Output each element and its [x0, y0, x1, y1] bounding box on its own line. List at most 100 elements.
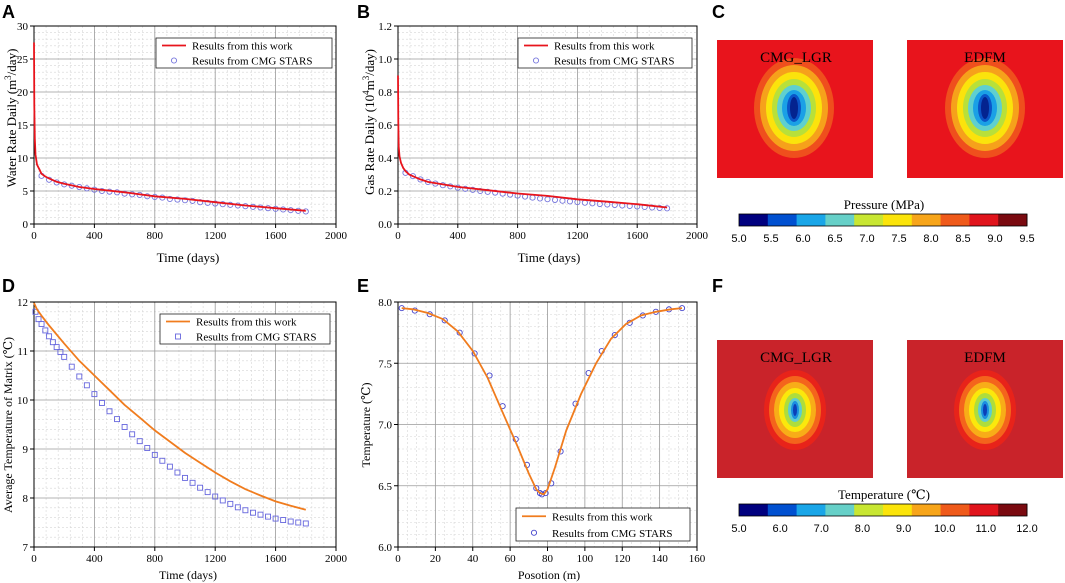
chart-gas-rate: Gas Rate Daily (104m3/day) Time (days) 0… [361, 21, 709, 265]
legend-marker-swatch [530, 529, 538, 536]
y-tick-label: 1.0 [378, 54, 392, 66]
panel-letter-e: E [357, 276, 369, 296]
x-tick-label: 100 [577, 553, 594, 565]
data-point-cmg-stars [189, 479, 196, 486]
panel-letter-f: F [712, 276, 723, 296]
y-tick-label: 0.0 [378, 219, 392, 231]
colorbar-tick-label: 8.0 [855, 523, 870, 535]
colorbar-temperature: 5.0 6.0 7.0 8.0 9.0 10.0 11.0 12.0 [731, 503, 1038, 535]
data-point-cmg-stars [121, 424, 128, 430]
data-point-cmg-stars [114, 416, 121, 423]
x-tick-label: 2000 [325, 553, 348, 565]
colorbar-segment [911, 214, 942, 226]
x-tick-label: 1600 [626, 230, 649, 242]
data-point-cmg-stars [409, 173, 417, 180]
data-point-cmg-stars [91, 391, 98, 398]
x-tick-label: 140 [651, 553, 668, 565]
x-tick-label: 1200 [566, 230, 589, 242]
data-point-cmg-stars [174, 469, 181, 476]
data-point-cmg-stars [53, 344, 60, 351]
y-tick-label: 9 [23, 444, 29, 456]
x-tick-label: 0 [31, 553, 37, 565]
x-tick-label: 800 [147, 230, 164, 242]
data-point-cmg-stars [42, 327, 49, 334]
data-point-cmg-stars [551, 196, 559, 203]
data-point-cmg-stars [242, 507, 249, 514]
x-tick-label: 800 [147, 553, 164, 565]
colorbar-tick-label: 5.0 [731, 233, 746, 245]
series-line-this-work [33, 42, 306, 212]
colorbar-segment [969, 504, 999, 516]
map-title-edfm: EDFM [964, 50, 1006, 66]
y-tick-label: 0.6 [378, 120, 392, 132]
y-tick-label: 5 [23, 186, 29, 198]
colorbar-segment [767, 504, 798, 516]
colorbar-tick-label: 8.5 [955, 233, 970, 245]
data-point-cmg-stars [106, 408, 113, 415]
data-point-cmg-stars [212, 200, 219, 207]
y-tick-label: 10 [17, 153, 29, 165]
y-tick-label: 11 [17, 346, 28, 358]
colorbar-tick-label: 6.0 [772, 523, 787, 535]
contour-band [983, 404, 987, 416]
x-tick-label: 40 [467, 553, 479, 565]
x-tick-label: 800 [509, 230, 526, 242]
x-tick-label: 1600 [265, 230, 288, 242]
y-tick-label: 20 [17, 87, 29, 99]
data-point-cmg-stars [302, 520, 309, 527]
panel-letter-b: B [357, 2, 370, 22]
colorbar-segment [883, 214, 913, 226]
colorbar-tick-label: 8.0 [923, 233, 938, 245]
x-tick-label: 1200 [204, 553, 227, 565]
chart-e-xlabel: Posotion (m) [518, 568, 580, 582]
colorbar-tick-label: 7.5 [891, 233, 906, 245]
colorbar-segment [854, 214, 884, 226]
data-point-cmg-stars [144, 445, 151, 451]
contour-band [790, 97, 798, 119]
data-point-cmg-stars [477, 187, 484, 195]
data-point-cmg-stars [98, 399, 105, 406]
data-point-cmg-stars [174, 196, 181, 203]
data-point-cmg-stars [166, 463, 173, 470]
map-title-cmg-lgr: CMG_LGR [760, 50, 832, 66]
data-point-cmg-stars [649, 204, 656, 211]
chart-d-ylabel: Average Temperature of Matrix (℃) [1, 337, 15, 513]
data-point-cmg-stars [533, 485, 540, 492]
legend-box [159, 313, 331, 345]
colorbar-tick-label: 7.0 [814, 523, 829, 535]
series-line-this-work [397, 75, 668, 209]
colorbar-segment [767, 214, 798, 226]
data-point-cmg-stars [664, 205, 671, 212]
y-tick-label: 7 [23, 542, 29, 554]
chart-a-xlabel: Time (days) [157, 250, 220, 265]
colorbar-tick-label: 6.0 [795, 233, 810, 245]
colorbar-title-pressure: Pressure (MPa) [844, 197, 925, 212]
legend-label: Results from CMG STARS [192, 56, 312, 68]
pressure-contours-edfm [945, 58, 1025, 158]
temperature-contours-cmg-lgr [764, 370, 826, 450]
data-point-cmg-stars [136, 438, 143, 445]
chart-water-rate: Water Rate Daily (m3/day) Time (days) 0 4… [3, 21, 348, 265]
colorbar-tick-label: 10.0 [934, 523, 955, 535]
data-point-cmg-stars [656, 204, 663, 212]
data-point-cmg-stars [469, 186, 476, 193]
colorbar-segment [825, 504, 855, 516]
y-tick-label: 1.2 [378, 21, 392, 33]
colorbar-segment [854, 504, 884, 516]
legend-label: Results from CMG STARS [554, 56, 674, 68]
legend-marker-swatch [175, 333, 181, 340]
x-tick-label: 0 [395, 230, 401, 242]
data-point-cmg-stars [197, 199, 204, 206]
data-point-cmg-stars [166, 195, 173, 202]
y-tick-label: 15 [17, 120, 29, 132]
colorbar-pressure: 5.0 5.5 6.0 6.5 7.0 7.5 8.0 8.5 9.0 9.5 [731, 213, 1035, 245]
data-point-cmg-stars [76, 373, 83, 380]
contour-band [981, 97, 989, 119]
data-point-cmg-stars [38, 321, 45, 327]
y-tick-label: 10 [17, 395, 29, 407]
data-point-cmg-stars [249, 509, 256, 516]
chart-temperature-position: Temperature (℃) Posotion (m) 0 20 40 60 80 10… [359, 297, 706, 582]
chart-a-ylabel: Water Rate Daily (m3/day) [3, 49, 19, 188]
x-tick-label: 120 [614, 553, 631, 565]
y-tick-label: 7.5 [378, 358, 392, 370]
